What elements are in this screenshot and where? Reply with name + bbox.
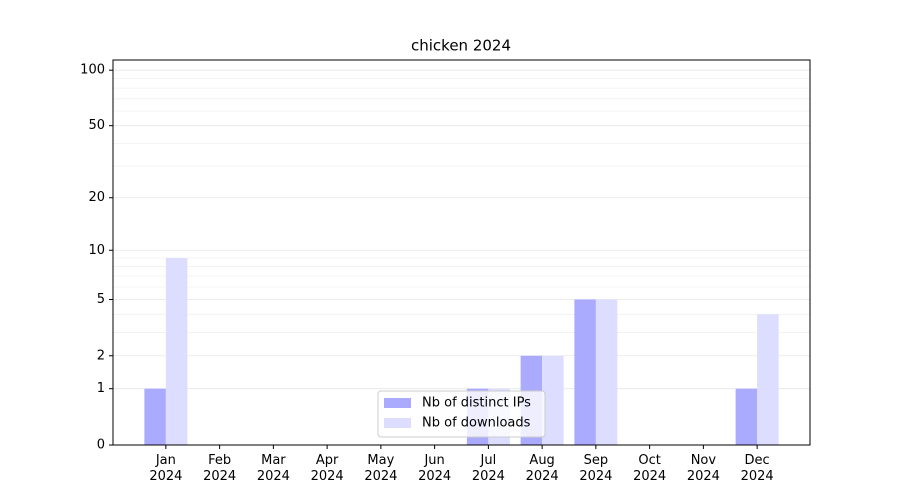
x-tick-label: Nov 2024 xyxy=(686,453,720,484)
x-tick-label: Apr 2024 xyxy=(310,453,344,484)
bar xyxy=(735,388,758,445)
plot-frame xyxy=(112,59,811,446)
x-tick-label: Aug 2024 xyxy=(525,453,559,484)
bar xyxy=(595,299,618,445)
x-tick-label: Mar 2024 xyxy=(256,453,290,484)
legend-swatch xyxy=(384,398,411,408)
legend-label: Nb of distinct IPs xyxy=(422,396,531,411)
x-tick-label: Jan 2024 xyxy=(149,453,183,484)
y-tick-label: 20 xyxy=(88,190,105,205)
legend: Nb of distinct IPs Nb of downloads xyxy=(377,390,546,438)
y-tick-label: 5 xyxy=(97,292,105,307)
y-tick-label: 1 xyxy=(97,381,105,396)
bar xyxy=(574,299,596,445)
y-tick-label: 0 xyxy=(97,438,105,453)
y-tick-label: 10 xyxy=(88,243,105,258)
bar xyxy=(165,257,188,445)
bar xyxy=(757,314,779,445)
bar xyxy=(542,355,564,445)
y-tick-label: 50 xyxy=(88,118,105,133)
bar xyxy=(144,388,166,445)
x-tick-label: Jun 2024 xyxy=(418,453,452,484)
x-tick-label: Oct 2024 xyxy=(633,453,667,484)
legend-label: Nb of downloads xyxy=(422,416,531,431)
chart-title: chicken 2024 xyxy=(411,37,511,55)
y-tick-label: 100 xyxy=(80,63,105,78)
x-tick-label: Dec 2024 xyxy=(740,453,774,484)
legend-box xyxy=(377,390,546,438)
y-tick-label: 2 xyxy=(97,348,105,363)
legend-swatch xyxy=(384,418,411,428)
x-tick-label: Sep 2024 xyxy=(579,453,613,484)
x-tick-label: Jul 2024 xyxy=(471,453,505,484)
x-tick-label: Feb 2024 xyxy=(203,453,237,484)
x-tick-label: May 2024 xyxy=(364,453,398,484)
